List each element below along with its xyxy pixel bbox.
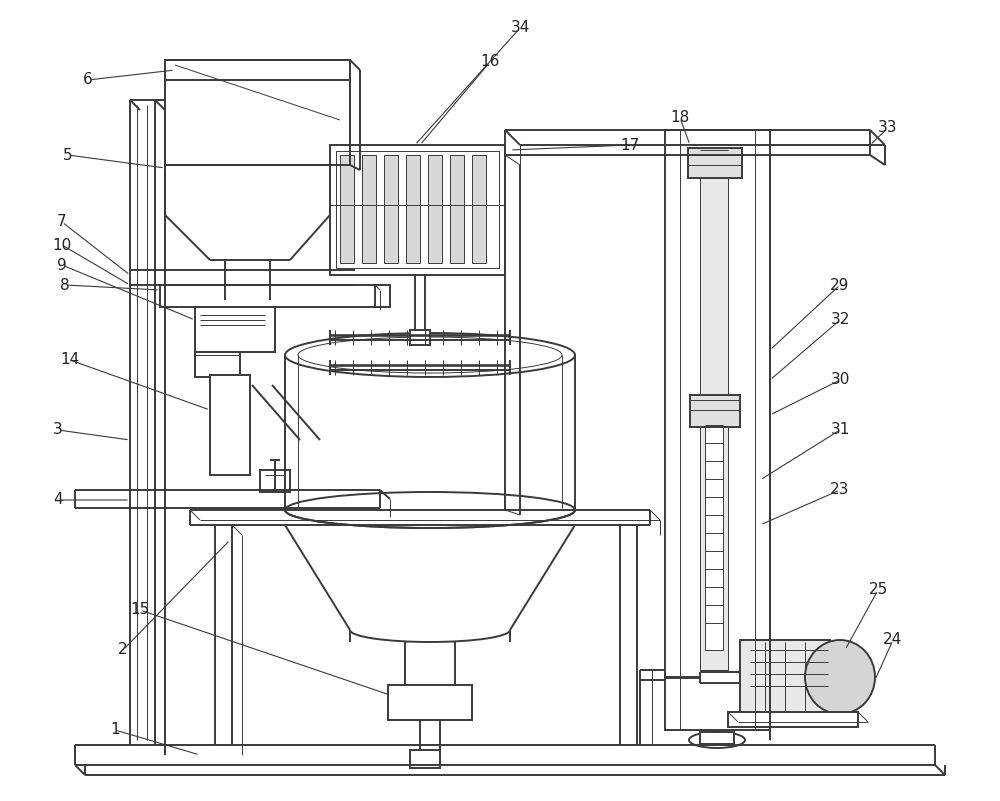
Text: 33: 33 [878,120,898,135]
Text: 4: 4 [53,493,63,508]
Bar [406,155,420,263]
Text: 31: 31 [830,422,850,437]
Bar [195,307,275,352]
Bar [728,712,858,727]
Bar [340,155,354,263]
Text: 2: 2 [118,642,128,658]
Bar [362,155,376,263]
Text: 14: 14 [60,352,80,368]
Bar [410,330,430,345]
Bar [472,155,486,263]
Text: 29: 29 [830,277,850,292]
Ellipse shape [285,492,575,528]
Bar [410,750,440,768]
Bar [705,420,723,650]
Text: 34: 34 [510,21,530,35]
Text: 9: 9 [57,257,67,272]
Text: 23: 23 [830,482,850,497]
Bar [700,150,728,670]
Text: 15: 15 [130,602,150,618]
Bar [336,151,499,268]
Text: 16: 16 [480,54,500,70]
Text: 24: 24 [883,633,903,647]
Bar [428,155,442,263]
Text: 8: 8 [60,277,70,292]
Text: 30: 30 [830,372,850,388]
Ellipse shape [285,333,575,377]
Bar [665,130,770,730]
Bar [375,285,390,307]
Bar [165,60,350,165]
Bar [210,375,250,475]
Bar [688,148,742,178]
Text: 18: 18 [670,111,690,126]
Bar [330,145,505,275]
Bar [195,352,240,377]
Bar [690,395,740,427]
Text: 5: 5 [63,147,73,163]
Bar [388,685,472,720]
Text: 17: 17 [620,138,640,152]
Ellipse shape [689,732,745,748]
Text: 32: 32 [830,312,850,328]
Ellipse shape [298,337,562,373]
Bar [450,155,464,263]
Text: 3: 3 [53,422,63,437]
Bar [260,470,290,492]
Text: 1: 1 [110,723,120,738]
Bar [740,640,830,715]
Ellipse shape [805,640,875,714]
Bar [160,285,380,307]
Bar [384,155,398,263]
Bar [700,732,734,744]
Text: 7: 7 [57,215,67,230]
Text: 25: 25 [868,582,888,598]
Text: 6: 6 [83,73,93,87]
Text: 10: 10 [52,238,72,252]
